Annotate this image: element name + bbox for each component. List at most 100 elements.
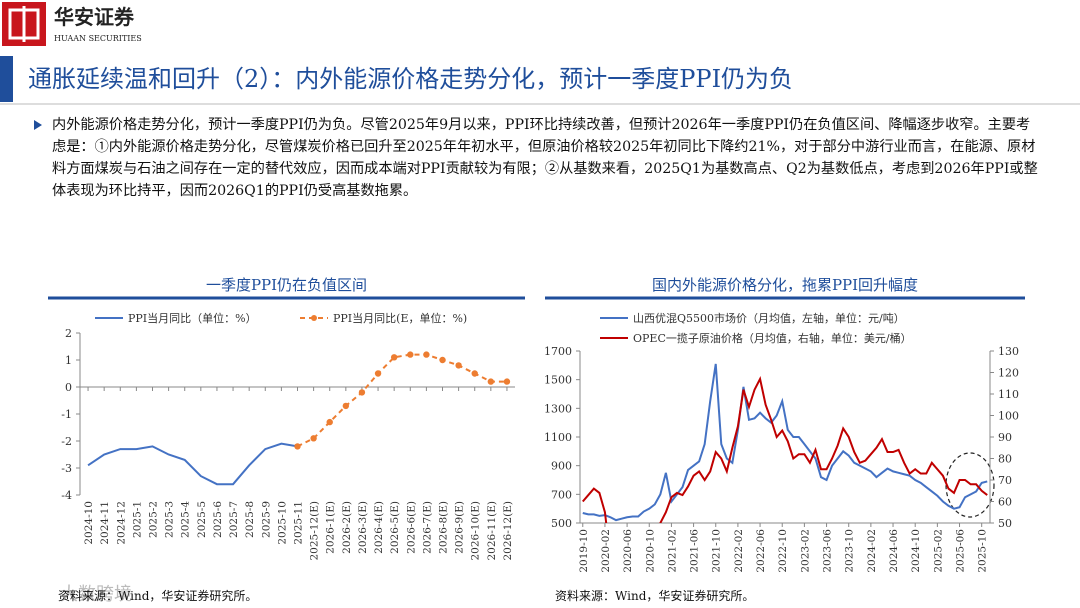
x-tick-label: 2022-02 bbox=[733, 529, 745, 573]
legend-label: PPI当月同比（单位：%） bbox=[128, 311, 257, 325]
body-text: 内外能源价格走势分化，预计一季度PPI仍为负。尽管2025年9月以来，PPI环比… bbox=[32, 114, 1042, 202]
x-tick-label: 2023-02 bbox=[799, 529, 811, 573]
x-tick-label: 2025-02 bbox=[932, 529, 944, 573]
y-tick-label: 700 bbox=[551, 488, 572, 501]
point bbox=[390, 354, 398, 361]
y-tick-label: 1500 bbox=[544, 374, 572, 387]
source-note: 资料来源：Wind，华安证券研究所。 bbox=[58, 588, 257, 603]
point bbox=[439, 356, 446, 364]
series-line bbox=[297, 353, 507, 448]
logo-text: 华安证券 bbox=[54, 5, 135, 29]
x-tick-label: 2020-02 bbox=[600, 529, 612, 573]
x-tick-label: 2025-2 bbox=[148, 501, 160, 538]
y-tick-label: 2 bbox=[65, 327, 72, 340]
point bbox=[342, 402, 350, 410]
x-tick-label: 2026-10(E) bbox=[470, 501, 482, 561]
x-tick-label: 2021-02 bbox=[666, 529, 678, 573]
point bbox=[294, 443, 301, 450]
y-tick-label: -4 bbox=[61, 489, 72, 502]
y2-tick-label: 130 bbox=[998, 345, 1019, 358]
y-tick-label: 500 bbox=[551, 517, 572, 530]
x-tick-label: 2026-3(E) bbox=[357, 501, 369, 554]
watermark: 大数跨境 bbox=[60, 584, 132, 605]
point bbox=[503, 378, 511, 385]
source-note: 资料来源：Wind，华安证券研究所。 bbox=[555, 588, 754, 603]
x-tick-label: 2026-8(E) bbox=[438, 501, 450, 554]
point bbox=[310, 435, 317, 442]
y2-tick-label: 120 bbox=[998, 367, 1019, 380]
x-tick-label: 2024-10 bbox=[910, 529, 922, 573]
legend-label: 山西优混Q5500市场价（月均值，左轴，单位：元/吨） bbox=[633, 311, 905, 325]
x-tick-label: 2021-10 bbox=[711, 529, 723, 573]
point bbox=[487, 378, 495, 385]
x-tick-label: 2024-12 bbox=[115, 501, 127, 545]
x-tick-label: 2026-7(E) bbox=[421, 501, 433, 554]
x-tick-label: 2026-4(E) bbox=[373, 501, 385, 554]
x-tick-label: 2025-10 bbox=[977, 529, 989, 573]
y2-tick-label: 80 bbox=[998, 453, 1012, 466]
x-tick-label: 2026-9(E) bbox=[454, 501, 466, 554]
x-tick-label: 2022-06 bbox=[755, 529, 767, 573]
slide-title: 通胀延续温和回升（2）：内外能源价格走势分化，预计一季度PPI仍为负 bbox=[28, 65, 793, 93]
x-tick-label: 2026-11(E) bbox=[486, 501, 498, 561]
point bbox=[374, 370, 382, 377]
x-tick-label: 2025-1 bbox=[131, 501, 143, 538]
y-tick-label: 0 bbox=[65, 381, 72, 394]
legend-marker bbox=[311, 315, 317, 321]
point bbox=[423, 351, 430, 358]
x-tick-label: 2025-11 bbox=[293, 501, 305, 545]
logo-sub: HUAAN SECURITIES bbox=[54, 34, 142, 43]
x-tick-label: 2020-06 bbox=[622, 529, 634, 573]
point bbox=[455, 362, 462, 369]
x-tick-label: 2025-3 bbox=[164, 501, 176, 538]
x-tick-label: 2026-5(E) bbox=[389, 501, 401, 554]
x-tick-label: 2023-10 bbox=[844, 529, 856, 573]
y-tick-label: 900 bbox=[551, 460, 572, 473]
x-tick-label: 2025-06 bbox=[955, 529, 967, 573]
x-tick-label: 2022-10 bbox=[777, 529, 789, 573]
highlight-ellipse bbox=[945, 452, 995, 518]
x-tick-label: 2024-11 bbox=[99, 501, 111, 545]
series-line bbox=[582, 363, 988, 522]
point bbox=[471, 370, 478, 377]
x-tick-label: 2025-8 bbox=[244, 501, 256, 538]
x-tick-label: 2021-06 bbox=[689, 529, 701, 573]
y-tick-label: -3 bbox=[61, 462, 72, 475]
x-tick-label: 2026-2(E) bbox=[341, 501, 353, 554]
point bbox=[358, 389, 366, 396]
y-tick-label: 1100 bbox=[544, 431, 572, 444]
x-tick-label: 2019-10 bbox=[578, 529, 590, 573]
x-tick-label: 2025-4 bbox=[180, 501, 192, 538]
y2-tick-label: 100 bbox=[998, 410, 1019, 423]
x-tick-label: 2020-10 bbox=[644, 529, 656, 573]
y-tick-label: 1700 bbox=[544, 345, 572, 358]
series-line bbox=[582, 376, 988, 523]
y2-tick-label: 70 bbox=[998, 474, 1012, 487]
x-tick-label: 2026-12(E) bbox=[502, 501, 514, 561]
y-tick-label: 1300 bbox=[544, 402, 572, 415]
legend-label: OPEC一揽子原油价格（月均值，右轴，单位：美元/桶） bbox=[633, 331, 912, 345]
y2-tick-label: 60 bbox=[998, 496, 1012, 509]
x-tick-label: 2025-5 bbox=[196, 501, 208, 538]
x-tick-label: 2023-06 bbox=[822, 529, 834, 573]
title-bar bbox=[0, 56, 13, 102]
y-tick-label: 1 bbox=[65, 354, 72, 367]
legend-label: PPI当月同比(E，单位：%) bbox=[333, 311, 467, 325]
series-line bbox=[87, 442, 298, 486]
point bbox=[326, 418, 333, 426]
x-tick-label: 2025-9 bbox=[260, 501, 272, 538]
x-tick-label: 2026-6(E) bbox=[405, 501, 417, 554]
x-tick-label: 2026-1(E) bbox=[325, 501, 337, 554]
y2-tick-label: 90 bbox=[998, 431, 1012, 444]
y-tick-label: -1 bbox=[61, 408, 72, 421]
x-tick-label: 2025-7 bbox=[228, 501, 240, 538]
x-tick-label: 2024-02 bbox=[866, 529, 878, 573]
chart-title: 一季度PPI仍在负值区间 bbox=[206, 276, 367, 294]
point bbox=[407, 351, 414, 358]
x-tick-label: 2025-12(E) bbox=[309, 501, 321, 561]
chart-title: 国内外能源价格分化，拖累PPI回升幅度 bbox=[652, 276, 918, 294]
x-tick-label: 2025-10 bbox=[276, 501, 288, 545]
x-tick-label: 2024-06 bbox=[888, 529, 900, 573]
